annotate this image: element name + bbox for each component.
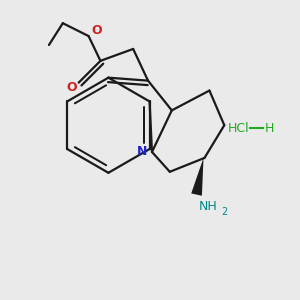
Text: H: H: [265, 122, 274, 135]
Text: O: O: [91, 24, 102, 37]
Text: NH: NH: [199, 200, 218, 213]
Text: HCl: HCl: [227, 122, 249, 135]
Polygon shape: [191, 158, 203, 196]
Text: N: N: [137, 146, 147, 158]
Text: O: O: [66, 81, 77, 94]
Text: 2: 2: [221, 207, 227, 218]
